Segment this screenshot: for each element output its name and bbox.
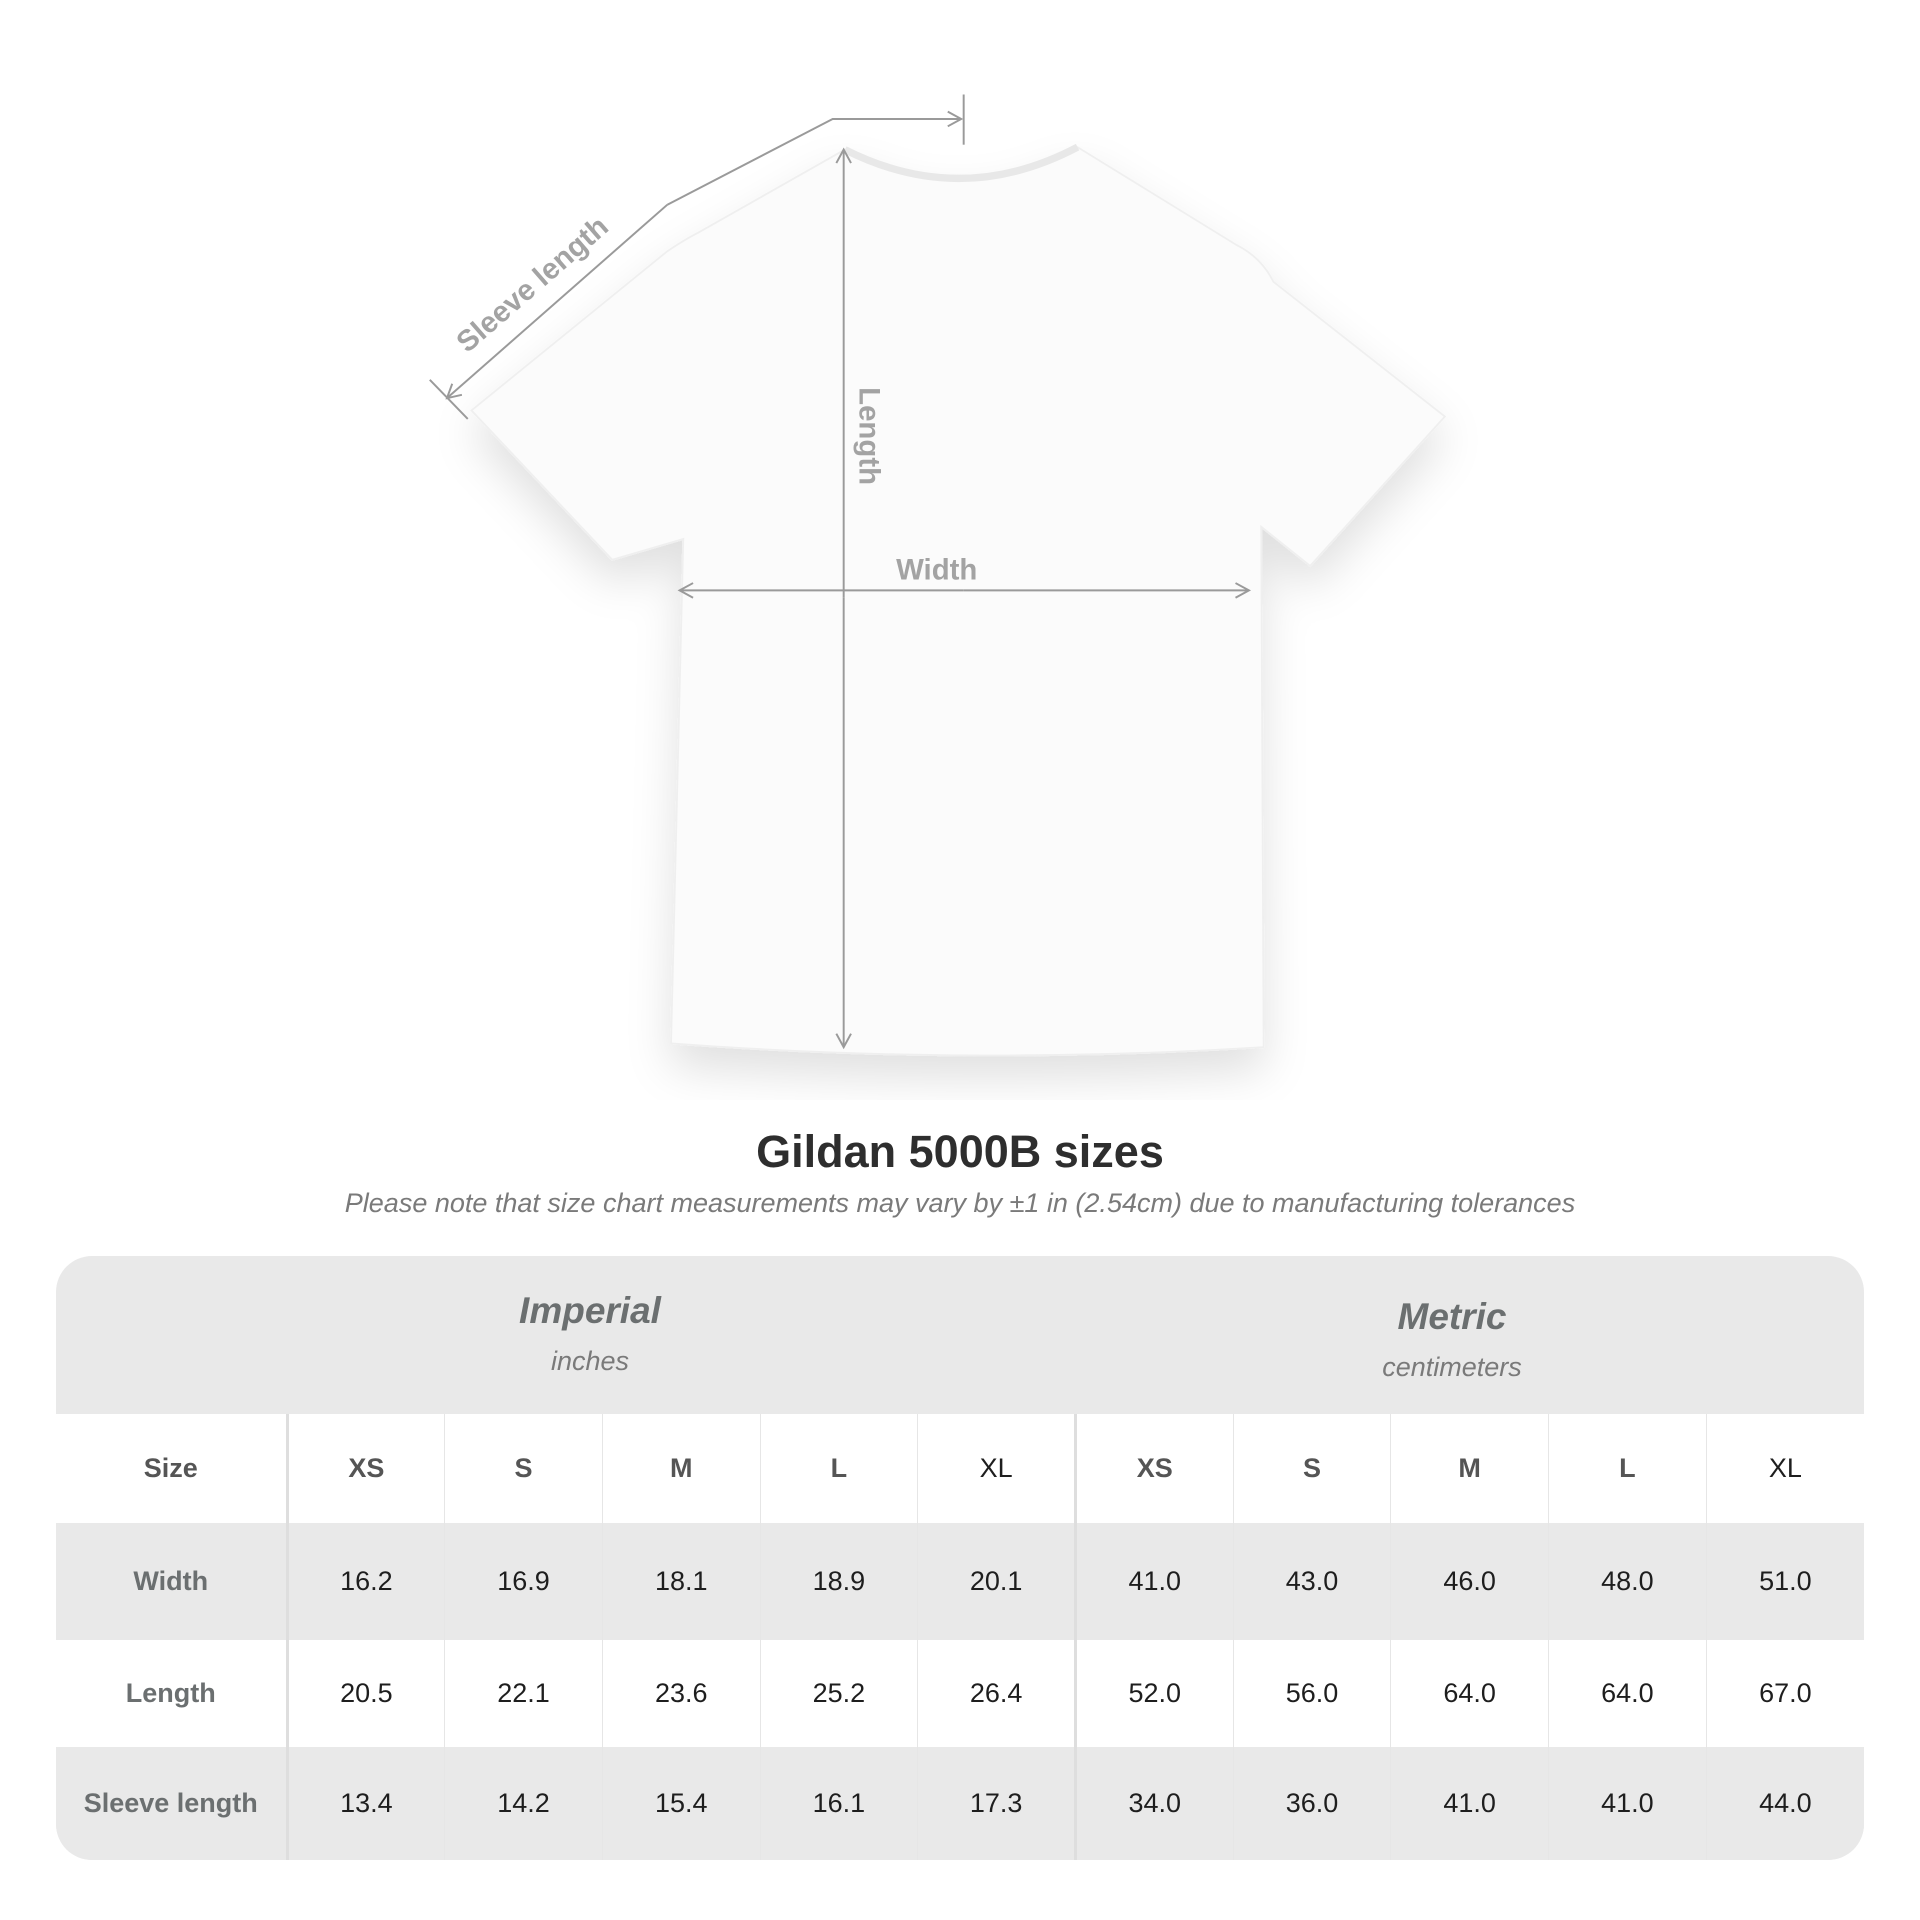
- value-cell: 34.0: [1073, 1747, 1234, 1860]
- table-row: Sleeve length 13.4 14.2 15.4 16.1 17.3 34.0 36.…: [56, 1747, 1864, 1860]
- row-label: Sleeve length: [56, 1747, 289, 1860]
- value-cell: 67.0: [1705, 1640, 1864, 1747]
- size-cell: XL: [1705, 1414, 1864, 1523]
- size-cell: M: [601, 1414, 761, 1523]
- size-cell: XL: [917, 1414, 1076, 1523]
- value-cell: 51.0: [1705, 1523, 1864, 1640]
- value-cell: 14.2: [444, 1747, 603, 1860]
- sleeve-length-arrow: [445, 203, 668, 400]
- imperial-header: Imperial inches: [290, 1290, 890, 1377]
- table-row: Width 16.2 16.9 18.1 18.9 20.1 41.0 43.0 46.0 48.…: [56, 1523, 1864, 1640]
- table-header-row: Size XS S M L XL XS S M L XL: [56, 1414, 1864, 1523]
- value-cell: 41.0: [1073, 1523, 1234, 1640]
- value-cell: 43.0: [1232, 1523, 1391, 1640]
- value-cell: 64.0: [1390, 1640, 1549, 1747]
- metric-unit: centimeters: [1382, 1352, 1522, 1382]
- value-cell: 25.2: [759, 1640, 918, 1747]
- length-label: Length: [853, 387, 886, 485]
- value-cell: 16.9: [444, 1523, 603, 1640]
- page-title: Gildan 5000B sizes: [756, 1126, 1164, 1177]
- value-cell: 44.0: [1705, 1747, 1864, 1860]
- value-cell: 23.6: [601, 1640, 761, 1747]
- table-row: Length 20.5 22.1 23.6 25.2 26.4 52.0 56.0 64.0 64…: [56, 1640, 1864, 1747]
- value-cell: 22.1: [444, 1640, 603, 1747]
- value-cell: 13.4: [286, 1747, 445, 1860]
- value-cell: 26.4: [917, 1640, 1076, 1747]
- value-cell: 56.0: [1232, 1640, 1391, 1747]
- value-cell: 15.4: [601, 1747, 761, 1860]
- row-label: Width: [56, 1523, 289, 1640]
- value-cell: 36.0: [1232, 1747, 1391, 1860]
- value-cell: 41.0: [1390, 1747, 1549, 1860]
- size-label: Size: [56, 1414, 289, 1523]
- tshirt-image: [470, 146, 1447, 1057]
- size-cell: L: [1548, 1414, 1707, 1523]
- value-cell: 16.2: [286, 1523, 445, 1640]
- value-cell: 16.1: [759, 1747, 918, 1860]
- value-cell: 17.3: [917, 1747, 1076, 1860]
- imperial-title: Imperial: [519, 1290, 661, 1331]
- value-cell: 41.0: [1548, 1747, 1707, 1860]
- value-cell: 20.5: [286, 1640, 445, 1747]
- size-cell: XS: [286, 1414, 445, 1523]
- value-cell: 18.9: [759, 1523, 918, 1640]
- size-cell: S: [444, 1414, 603, 1523]
- size-cell: L: [759, 1414, 918, 1523]
- row-label: Length: [56, 1640, 289, 1747]
- value-cell: 48.0: [1548, 1523, 1707, 1640]
- metric-title: Metric: [1397, 1296, 1507, 1337]
- size-table-card: Imperial inches Metric centimeters Size …: [56, 1256, 1864, 1860]
- size-cell: M: [1390, 1414, 1549, 1523]
- value-cell: 64.0: [1548, 1640, 1707, 1747]
- value-cell: 46.0: [1390, 1523, 1549, 1640]
- value-cell: 52.0: [1073, 1640, 1234, 1747]
- value-cell: 20.1: [917, 1523, 1076, 1640]
- size-table: Size XS S M L XL XS S M L XL Width 16.2 16…: [56, 1414, 1864, 1860]
- tshirt-measurement-diagram: Sleeve length Length Width: [429, 94, 1447, 1057]
- tolerance-note: Please note that size chart measurements…: [344, 1188, 1576, 1218]
- width-label: Width: [896, 553, 977, 586]
- value-cell: 18.1: [601, 1523, 761, 1640]
- metric-header: Metric centimeters: [1152, 1296, 1752, 1383]
- imperial-unit: inches: [550, 1346, 630, 1376]
- size-cell: XS: [1073, 1414, 1234, 1523]
- sleeve-length-guide: [666, 110, 964, 206]
- size-cell: S: [1232, 1414, 1391, 1523]
